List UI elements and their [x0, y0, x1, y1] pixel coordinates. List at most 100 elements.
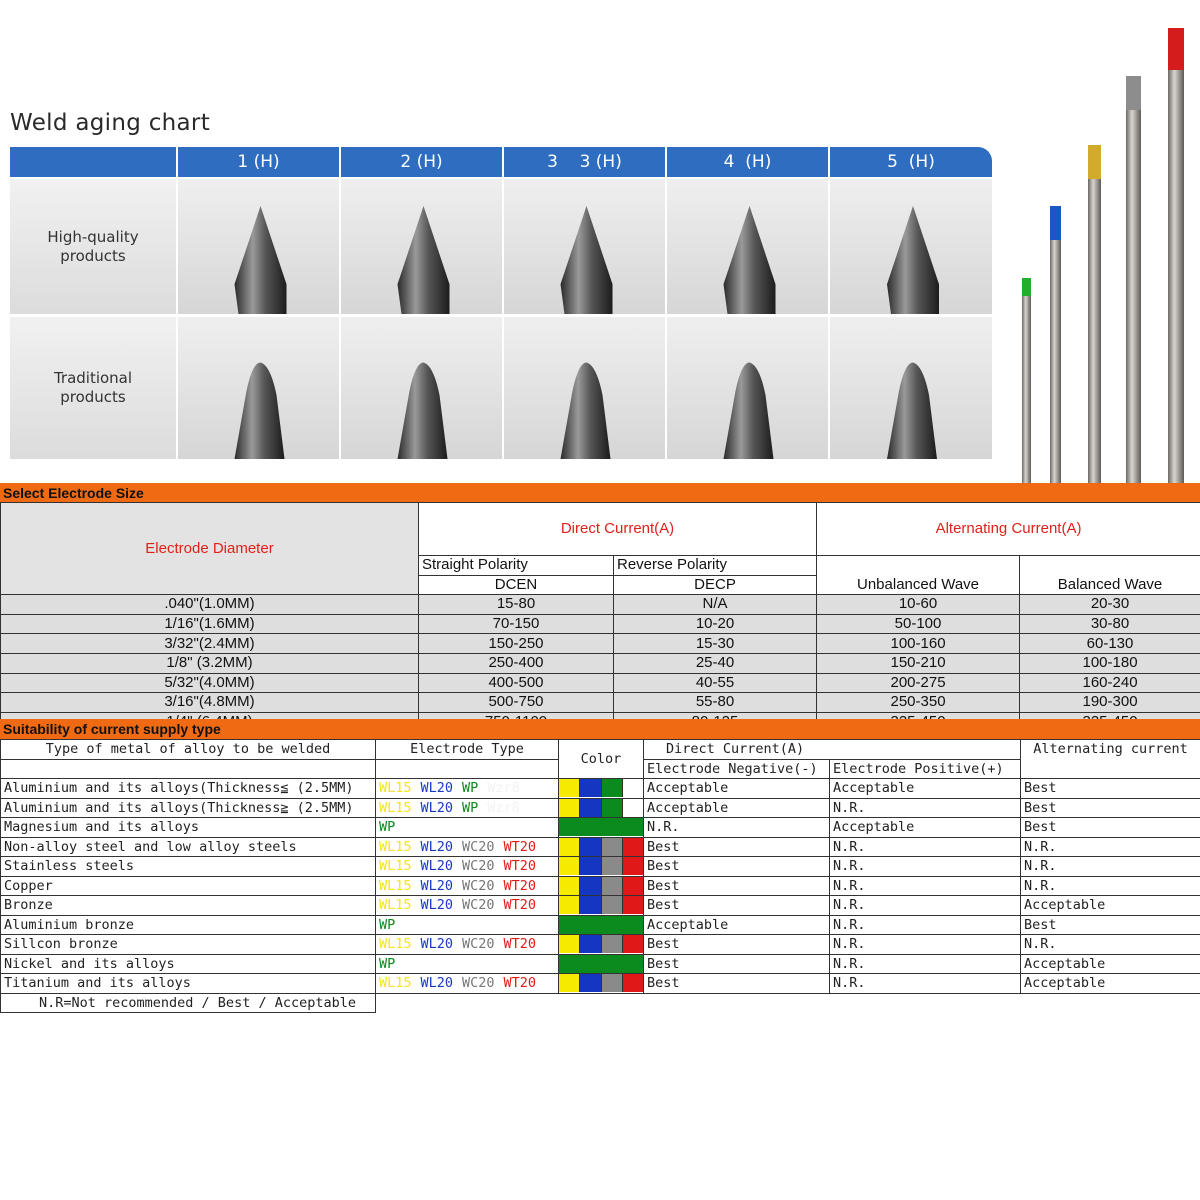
- footer-note: N.R=Not recommended / Best / Acceptable: [0, 992, 376, 1013]
- rating-ac-cell: Best: [1020, 817, 1200, 838]
- tungsten-rod: [1022, 278, 1031, 485]
- metal-cell: Bronze: [0, 895, 376, 916]
- rating-ac-cell: N.R.: [1020, 934, 1200, 955]
- color-swatch: [559, 779, 581, 798]
- electrode-code-wl20: WL20: [420, 780, 454, 797]
- color-swatch-cell: [558, 934, 644, 955]
- size-table-row: 3/16"(4.8MM) 500-750 55-80 250-350 190-300: [0, 692, 1200, 713]
- color-swatch: [601, 837, 623, 856]
- electrode-tip-icon: [887, 362, 937, 459]
- rating-pos-cell: N.R.: [828, 856, 1022, 877]
- rod-color-tip: [1022, 278, 1031, 296]
- color-swatch: [601, 798, 623, 817]
- electrode-codes-cell: WL15 WL20 WC20 WT20: [375, 973, 559, 994]
- size-diameter-cell: 5/32"(4.0MM): [0, 672, 419, 694]
- rating-pos-cell: N.R.: [828, 973, 1022, 994]
- rating-pos-cell: N.R.: [828, 953, 1022, 974]
- metal-cell: Titanium and its alloys: [0, 973, 376, 994]
- electrode-code-wc20: WC20: [462, 897, 495, 914]
- sharp-electrode-tip-image: [504, 179, 665, 314]
- blunt-electrode-tip-image: [178, 317, 339, 459]
- metal-cell: Nickel and its alloys: [0, 953, 376, 974]
- electrode-code-wt20: WT20: [503, 877, 537, 894]
- electrode-code-wl15: WL15: [379, 936, 412, 953]
- electrode-code-wt20: WT20: [503, 975, 537, 992]
- rating-pos-cell: N.R.: [828, 914, 1022, 935]
- rating-ac-cell: Acceptable: [1020, 953, 1200, 974]
- electrode-tip-icon: [234, 206, 287, 314]
- rod-color-tip: [1050, 206, 1061, 240]
- color-swatch: [559, 935, 581, 954]
- rod-color-tip: [1126, 76, 1141, 110]
- color-swatch: [559, 954, 643, 973]
- color-swatch-cell: [558, 973, 644, 994]
- electrode-code-wl15: WL15: [379, 838, 412, 855]
- electrode-tip-icon: [723, 206, 776, 314]
- aging-header-2: 2 (H): [341, 147, 502, 177]
- rating-neg-cell: Best: [643, 856, 830, 877]
- color-swatch: [559, 915, 643, 934]
- size-table-row: 5/32"(4.0MM) 400-500 40-55 200-275 160-240: [0, 672, 1200, 694]
- metal-cell: Copper: [0, 875, 376, 896]
- size-unbalanced-cell: 250-350: [816, 692, 1021, 713]
- sharp-electrode-tip-image: [341, 179, 502, 314]
- electrode-type-header: Electrode Type: [375, 739, 559, 760]
- color-header: Color: [558, 739, 644, 779]
- color-swatch: [622, 857, 643, 876]
- color-swatch: [559, 798, 581, 817]
- size-balanced-cell: 20-30: [1019, 594, 1200, 615]
- electrode-code-wp: WP: [379, 955, 396, 972]
- color-swatch: [601, 779, 623, 798]
- size-unbalanced-cell: 150-210: [816, 652, 1021, 674]
- electrode-negative-header: Electrode Negative(-): [643, 758, 830, 779]
- metal-cell: Non-alloy steel and low alloy steels: [0, 836, 376, 857]
- color-swatch: [601, 896, 623, 915]
- suitability-section-title: Suitability of current supply type: [0, 719, 1200, 739]
- electrode-size-table: Electrode Diameter Direct Current(A) Alt…: [0, 501, 1200, 733]
- electrode-code-wzr8: Wzr8: [487, 780, 520, 797]
- rating-pos-cell: Acceptable: [828, 778, 1022, 799]
- electrode-tip-icon: [234, 362, 285, 459]
- size-diameter-cell: 3/32"(2.4MM): [0, 633, 419, 654]
- electrode-codes-cell: WL15 WL20 WP Wzr8: [375, 778, 559, 799]
- decp-label: DECP: [612, 574, 818, 596]
- aging-chart-grid: 1 (H) 2 (H) 3 3 (H) 4 (H) 5 (H) High-quality …: [10, 147, 992, 459]
- size-decp-cell: 55-80: [612, 692, 818, 713]
- electrode-code-wl15: WL15: [379, 975, 412, 992]
- size-unbalanced-cell: 100-160: [816, 633, 1021, 654]
- color-swatch: [580, 837, 602, 856]
- electrode-code-wl20: WL20: [420, 897, 454, 914]
- electrode-code-wl20: WL20: [420, 838, 454, 855]
- suitability-row: Sillcon bronze WL15 WL20 WC20 WT20 Best N.R. N.…: [0, 934, 1200, 955]
- suitability-row: Stainless steels WL15 WL20 WC20 WT20 Best N.R.…: [0, 856, 1200, 877]
- color-swatch: [622, 779, 643, 798]
- rating-ac-cell: Best: [1020, 797, 1200, 818]
- color-swatch-cell: [558, 875, 644, 896]
- electrode-code-wp: WP: [379, 916, 396, 933]
- electrode-code-wl15: WL15: [379, 897, 412, 914]
- aging-header-3: 3 3 (H): [504, 147, 665, 177]
- size-dcen-cell: 70-150: [418, 613, 614, 635]
- color-swatch: [580, 974, 602, 993]
- color-swatch: [559, 818, 643, 837]
- dc-header: Direct Current(A): [417, 502, 818, 556]
- rating-neg-cell: Acceptable: [643, 778, 830, 799]
- rating-neg-cell: Acceptable: [643, 797, 830, 818]
- rating-neg-cell: Best: [643, 953, 830, 974]
- size-unbalanced-cell: 200-275: [816, 672, 1021, 694]
- balanced-wave-label: Balanced Wave: [1019, 554, 1200, 596]
- size-balanced-cell: 160-240: [1019, 672, 1200, 694]
- color-swatch-cell: [558, 797, 644, 818]
- electrode-tip-icon: [397, 362, 448, 459]
- size-table-row: .040"(1.0MM) 15-80 N/A 10-60 20-30: [0, 594, 1200, 615]
- electrode-code-wl15: WL15: [379, 799, 412, 816]
- electrode-code-wt20: WT20: [503, 858, 537, 875]
- electrode-code-wc20: WC20: [462, 838, 495, 855]
- metal-cell: Sillcon bronze: [0, 934, 376, 955]
- suitability-row: Aluminium and its alloys(Thickness≧ (2.5…: [0, 797, 1200, 818]
- tungsten-rod: [1168, 28, 1184, 485]
- electrode-tip-icon: [887, 206, 939, 314]
- rating-neg-cell: Best: [643, 875, 830, 896]
- rating-neg-cell: Acceptable: [643, 914, 830, 935]
- color-swatch: [622, 798, 643, 817]
